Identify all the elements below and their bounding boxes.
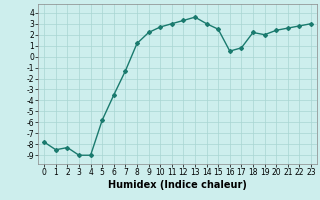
X-axis label: Humidex (Indice chaleur): Humidex (Indice chaleur) xyxy=(108,180,247,190)
